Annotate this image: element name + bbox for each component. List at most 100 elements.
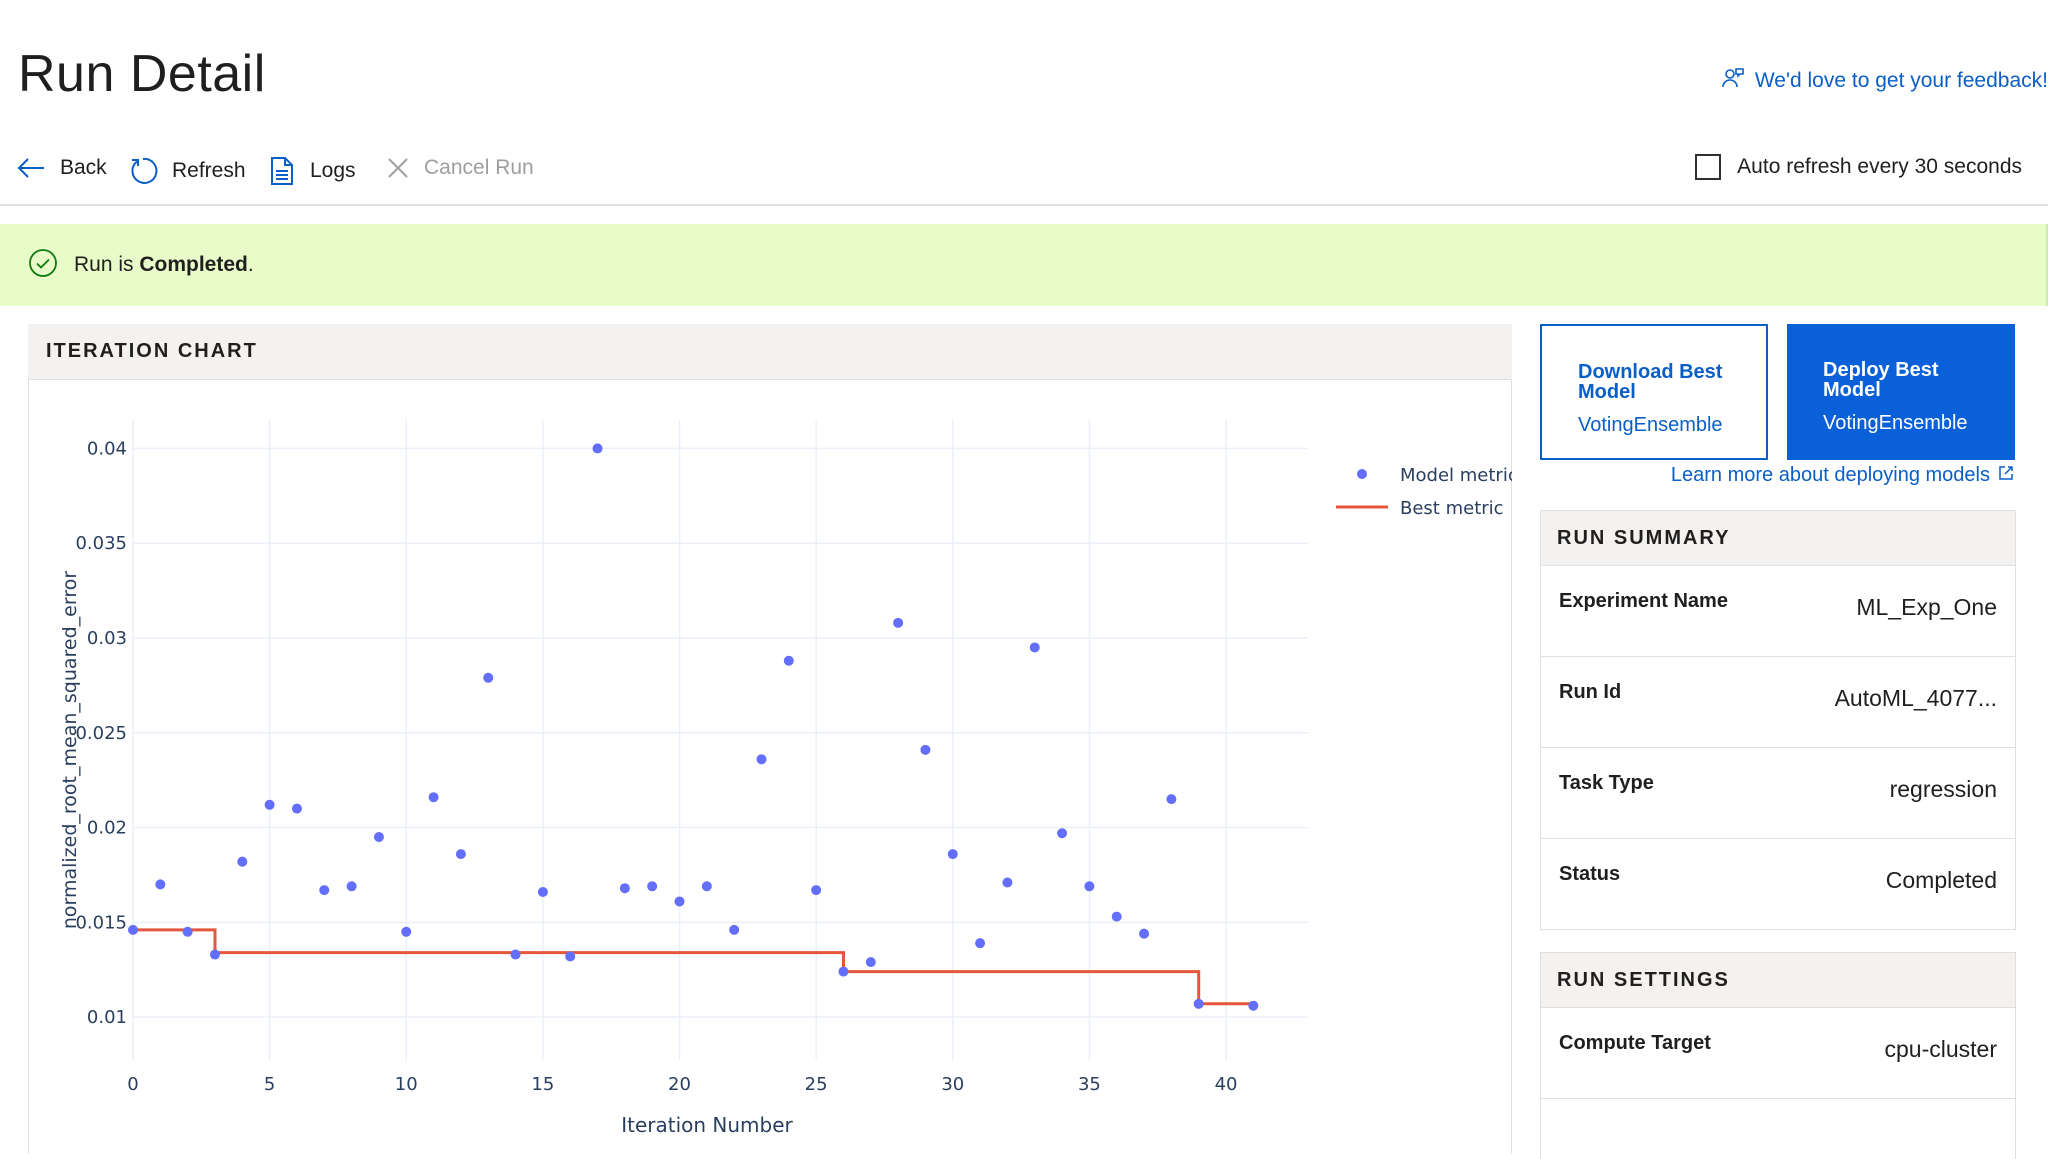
model-metric-point[interactable]	[893, 617, 904, 628]
check-circle-icon	[28, 248, 58, 283]
learn-more-link[interactable]: Learn more about deploying models	[1671, 464, 2014, 487]
auto-refresh-checkbox[interactable]: Auto refresh every 30 seconds	[1695, 154, 2022, 180]
model-metric-point[interactable]	[537, 886, 548, 897]
chart-grid	[132, 420, 1308, 1060]
x-tick-label: 15	[531, 1074, 554, 1095]
model-metric-point[interactable]	[319, 885, 330, 896]
refresh-icon	[128, 156, 158, 186]
chart-lines	[133, 928, 1254, 1006]
summary-key: Experiment Name	[1559, 590, 1728, 612]
summary-key: Status	[1559, 863, 1621, 885]
model-metric-point[interactable]	[483, 672, 494, 683]
model-metric-point[interactable]	[209, 949, 220, 960]
x-tick-label: 30	[941, 1074, 964, 1095]
settings-row-next	[1540, 1099, 2016, 1159]
checkbox-box[interactable]	[1695, 154, 1722, 180]
legend-label-model-metric: Model metric	[1400, 465, 1512, 486]
model-metric-point[interactable]	[920, 744, 931, 755]
y-tick-label: 0.025	[75, 723, 127, 744]
model-metric-point[interactable]	[264, 799, 275, 810]
y-tick-label: 0.02	[87, 818, 127, 839]
legend-marker-model-metric	[1357, 469, 1367, 479]
model-metric-point[interactable]	[619, 883, 630, 894]
x-tick-label: 0	[127, 1074, 138, 1095]
model-metric-point[interactable]	[1002, 877, 1013, 888]
model-metric-point[interactable]	[291, 803, 302, 814]
model-metric-point[interactable]	[182, 926, 193, 937]
document-icon	[268, 156, 296, 186]
cancel-run-button[interactable]: Cancel Run	[386, 156, 534, 180]
model-metric-point[interactable]	[1248, 1000, 1259, 1011]
run-settings-header: RUN SETTINGS	[1540, 952, 2016, 1008]
deploy-line2: Model	[1823, 379, 1881, 401]
model-metric-point[interactable]	[1139, 928, 1150, 939]
model-metric-point[interactable]	[1057, 828, 1068, 839]
summary-row-experiment: Experiment Name ML_Exp_One	[1540, 566, 2016, 657]
x-tick-label: 25	[805, 1074, 828, 1095]
download-model-name: VotingEnsemble	[1578, 414, 1723, 436]
feedback-link[interactable]: We'd love to get your feedback!	[1721, 66, 2048, 96]
deploy-line1: Deploy Best	[1823, 359, 1939, 381]
x-tick-label: 10	[395, 1074, 418, 1095]
iteration-chart-panel	[28, 324, 1512, 1154]
best-metric-line	[133, 928, 1254, 1006]
external-link-icon	[1998, 464, 2014, 487]
learn-more-label: Learn more about deploying models	[1670, 464, 1990, 486]
refresh-button[interactable]: Refresh	[128, 156, 246, 186]
model-metric-point[interactable]	[510, 949, 521, 960]
feedback-icon	[1721, 66, 1745, 96]
settings-value: cpu-cluster	[1884, 1036, 1997, 1062]
model-metric-point[interactable]	[947, 849, 958, 860]
model-metric-point[interactable]	[729, 924, 740, 935]
summary-key: Task Type	[1559, 772, 1654, 794]
run-summary-header: RUN SUMMARY	[1540, 510, 2016, 566]
download-best-model-button[interactable]: Download Best Model VotingEnsemble	[1540, 324, 1768, 460]
settings-key: Compute Target	[1559, 1032, 1711, 1054]
feedback-label: We'd love to get your feedback!	[1754, 69, 2048, 92]
model-metric-point[interactable]	[811, 885, 822, 896]
model-metric-point[interactable]	[592, 443, 603, 454]
auto-refresh-label: Auto refresh every 30 seconds	[1737, 155, 2022, 178]
model-metric-point[interactable]	[346, 881, 357, 892]
status-prefix: Run is	[74, 253, 140, 276]
model-metric-point[interactable]	[674, 896, 685, 907]
y-tick-label: 0.015	[75, 912, 127, 933]
x-tick-label: 40	[1215, 1074, 1238, 1095]
chart-points	[128, 443, 1259, 1011]
model-metric-point[interactable]	[565, 951, 576, 962]
model-metric-point[interactable]	[1193, 998, 1204, 1009]
status-suffix: .	[247, 253, 254, 276]
chart-x-axis-label: Iteration Number	[621, 1113, 793, 1137]
model-metric-point[interactable]	[401, 926, 412, 937]
model-metric-point[interactable]	[1084, 881, 1095, 892]
model-metric-point[interactable]	[647, 881, 658, 892]
model-metric-point[interactable]	[1111, 911, 1122, 922]
model-metric-point[interactable]	[128, 924, 138, 935]
model-metric-point[interactable]	[838, 966, 849, 977]
model-metric-point[interactable]	[1166, 794, 1177, 805]
model-metric-point[interactable]	[373, 832, 384, 843]
model-metric-point[interactable]	[1029, 642, 1040, 653]
model-metric-point[interactable]	[428, 792, 439, 803]
model-metric-point[interactable]	[783, 655, 794, 666]
model-metric-point[interactable]	[455, 849, 466, 860]
legend-label-best-metric: Best metric	[1400, 498, 1504, 519]
iteration-chart[interactable]: 0 5 10 15 20 25 30 35 40 0.01 0.015 0.02 0.025 0.03 0.…	[28, 380, 1512, 1152]
model-metric-point[interactable]	[865, 957, 876, 968]
summary-value: AutoML_4077...	[1834, 685, 1997, 711]
download-line1: Download Best	[1578, 361, 1723, 383]
model-metric-point[interactable]	[237, 856, 248, 867]
logs-button[interactable]: Logs	[268, 156, 356, 186]
model-metric-point[interactable]	[975, 938, 986, 949]
back-button[interactable]: Back	[16, 156, 107, 180]
deploy-best-model-button[interactable]: Deploy Best Model VotingEnsemble	[1787, 324, 2015, 460]
summary-value: regression	[1889, 776, 1997, 802]
summary-row-run-id: Run Id AutoML_4077...	[1540, 657, 2016, 748]
deploy-model-name: VotingEnsemble	[1823, 412, 1968, 434]
model-metric-point[interactable]	[756, 754, 767, 765]
chart-axes: 0 5 10 15 20 25 30 35 40 0.01 0.015 0.02 0.025 0.03 0.…	[75, 438, 1237, 1095]
model-metric-point[interactable]	[701, 881, 712, 892]
model-metric-point[interactable]	[155, 879, 166, 890]
chart-legend: Model metric Best metric	[1336, 465, 1512, 519]
logs-label: Logs	[310, 159, 356, 182]
